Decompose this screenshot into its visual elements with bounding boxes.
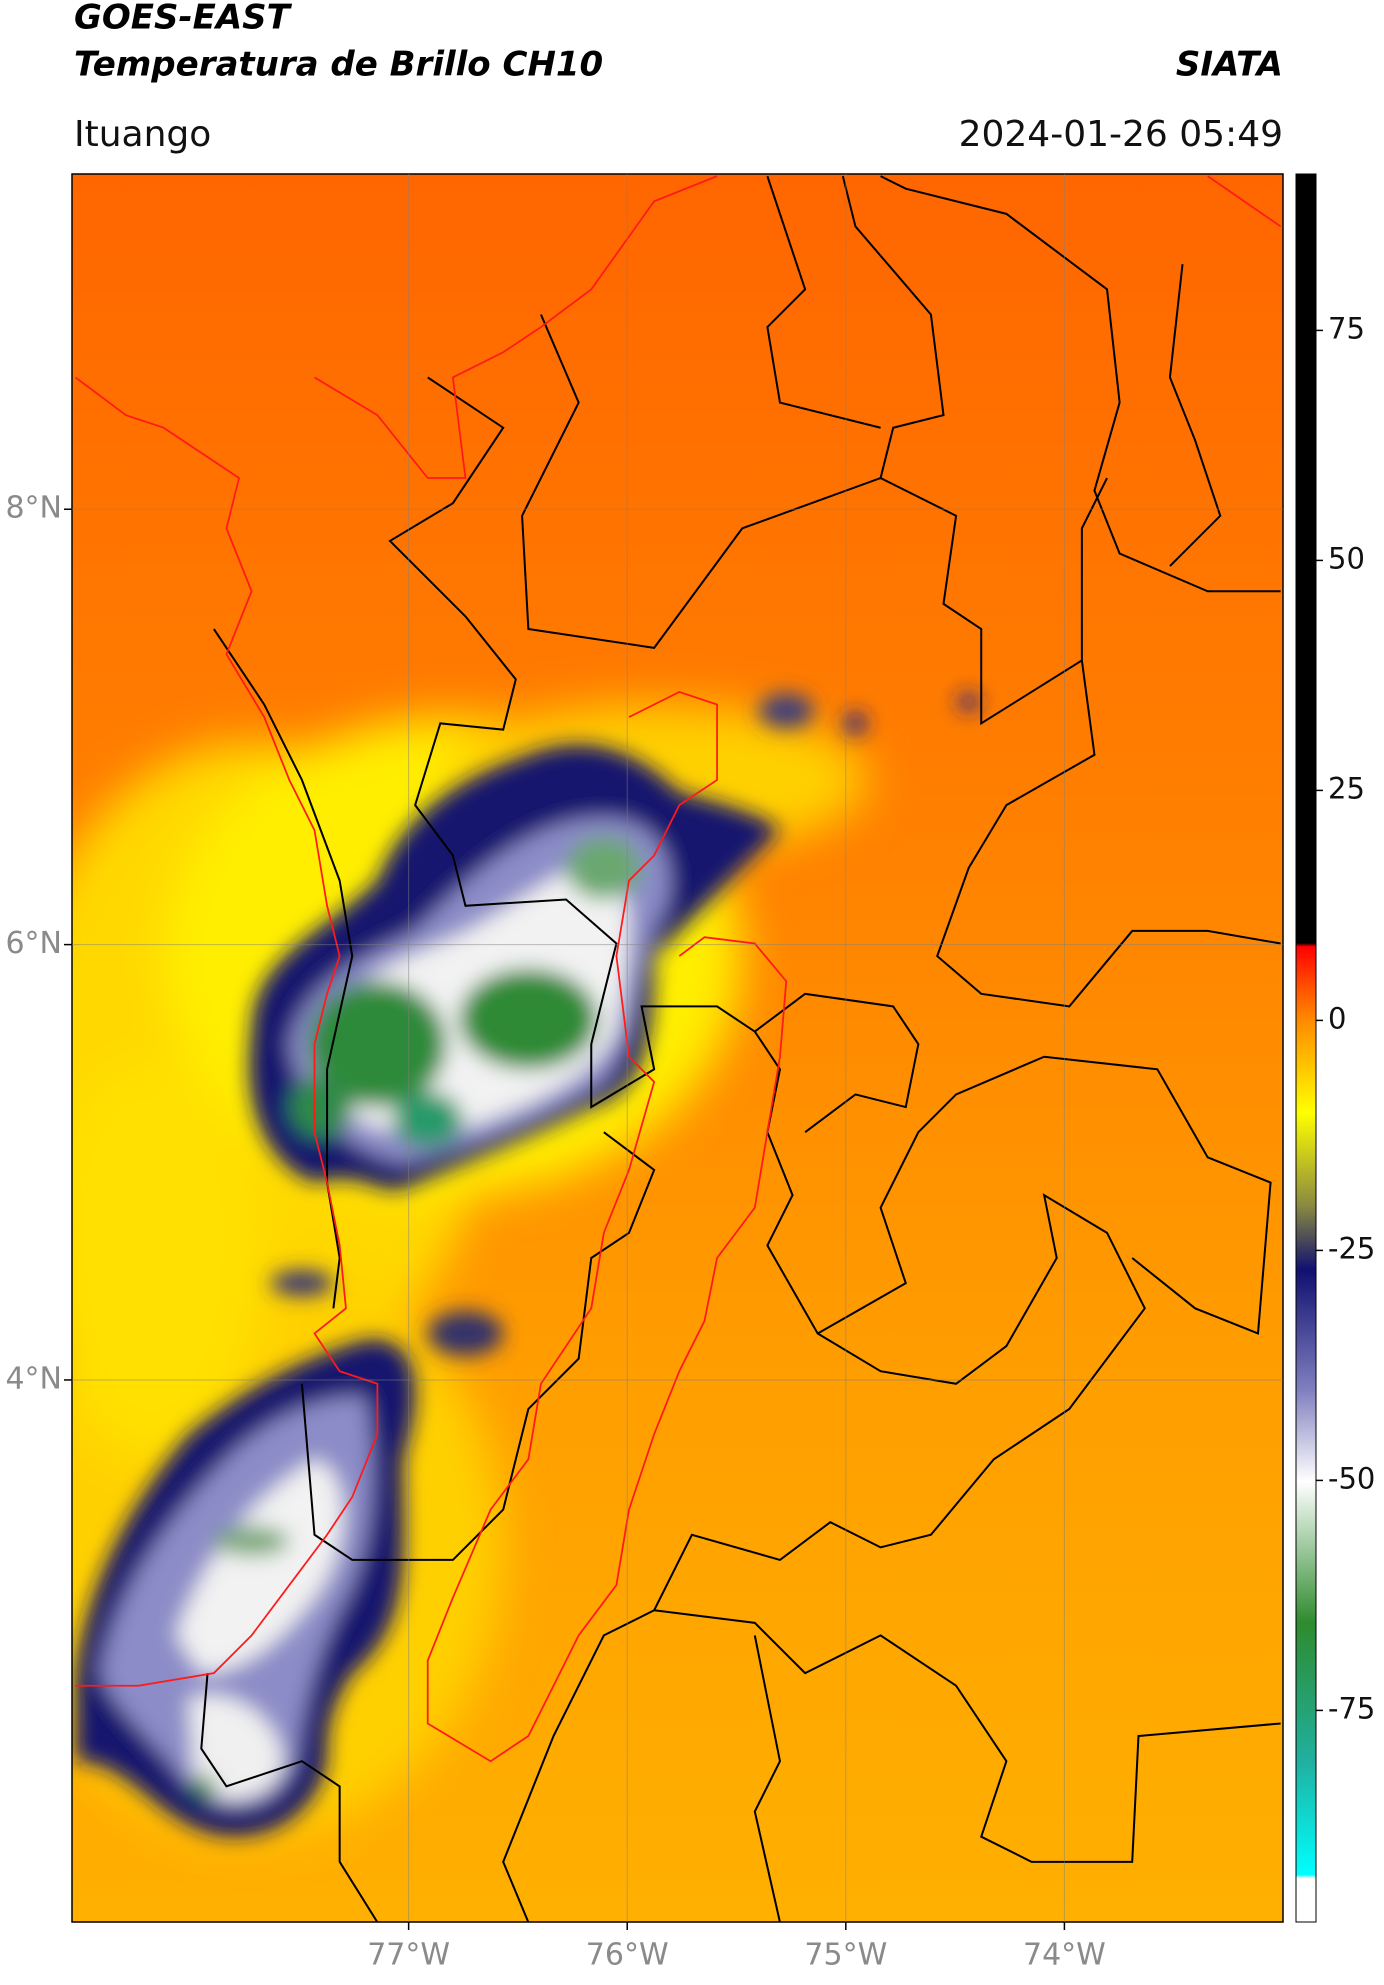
x-tick-label: 76°W [586,1938,669,1973]
grid [72,174,1283,1922]
timestamp: 2024-01-26 05:49 [959,114,1283,155]
map-frame [71,173,1284,1923]
y-tick-label: 6°N [5,926,62,961]
x-tick-label: 75°W [804,1938,887,1973]
colorbar-tick-label: -75 [1328,1691,1375,1725]
colorbar [1295,173,1317,1923]
colorbar-tick-label: 50 [1328,541,1365,575]
colorbar-tick-label: -25 [1328,1231,1375,1265]
colorbar-tick-label: 75 [1328,311,1365,345]
title: GOES-EAST [74,0,293,38]
x-tick-label: 77°W [367,1938,450,1973]
location: Ituango [74,114,211,155]
x-tick-label: 74°W [1023,1938,1106,1973]
colorbar-tick-label: -50 [1328,1461,1375,1495]
y-tick-label: 4°N [5,1361,62,1396]
y-tick-label: 8°N [5,491,62,526]
colorbar-tick-label: 25 [1328,771,1365,805]
colorbar-tick-label: 0 [1328,1001,1346,1035]
source: SIATA [1176,45,1283,85]
subtitle: Temperatura de Brillo CH10 [74,45,603,85]
map-image [72,174,1283,1922]
